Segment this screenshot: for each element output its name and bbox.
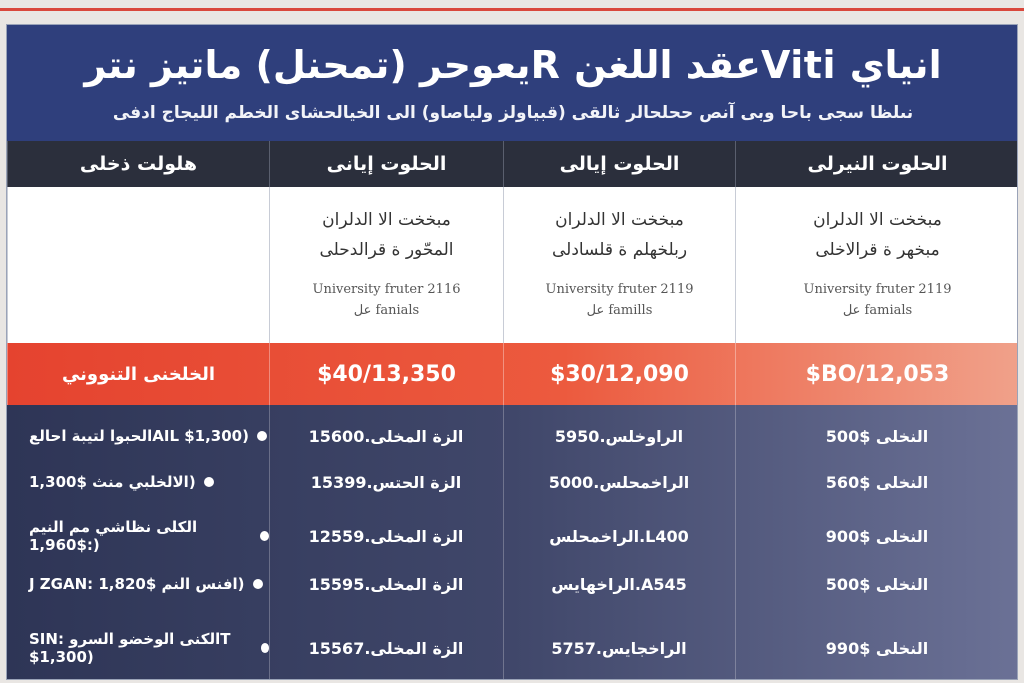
column-headers: الحلوت النيرلى الحلوت إيالى الحلوت إيانى… bbox=[7, 141, 1017, 187]
table-cell: 990$ النخلى bbox=[825, 638, 929, 658]
table-row: 900$ النخلى الراخمحلس.L400 الزة المخلى.1… bbox=[7, 513, 1017, 559]
table-cell: الزة الحتس.15399 bbox=[310, 472, 462, 492]
table-cell: الزة المخلى.15567 bbox=[308, 638, 464, 658]
description-cell-3: مبخخت الا الدلران المحّور ة قرالدحلى Uni… bbox=[269, 187, 503, 343]
table-cell: الراوخلس.5950 bbox=[554, 426, 684, 446]
description-row: مبخخت الا الدلران مبخهر ة قرالاخلى Unive… bbox=[7, 187, 1017, 343]
table-cell: الراخجايس.5757 bbox=[551, 638, 687, 658]
feature-text: الحبوا لتيبة احالعAIL $1,300) bbox=[29, 427, 249, 445]
price-2: $30/12,090 bbox=[503, 343, 735, 405]
description-line: المحّور ة قرالدحلى bbox=[319, 240, 454, 260]
table-row: 990$ النخلى الراخجايس.5757 الزة المخلى.1… bbox=[7, 625, 1017, 671]
price-3: $40/13,350 bbox=[269, 343, 503, 405]
bullet-icon bbox=[252, 579, 263, 589]
bullet-icon bbox=[259, 531, 269, 541]
column-header-2: الحلوت إيالى bbox=[503, 141, 735, 187]
bullet-icon bbox=[260, 643, 269, 653]
description-line: مبخهر ة قرالاخلى bbox=[815, 240, 940, 260]
table-cell: الراخمحلس.5000 bbox=[548, 472, 690, 492]
feature-text: J ZGAN: افنس النم $1,820) bbox=[29, 575, 245, 593]
description-en-line: عل famials bbox=[842, 303, 913, 318]
column-divider bbox=[503, 405, 504, 679]
column-header-3: الحلوت إيانى bbox=[269, 141, 503, 187]
feature-cell: الالخلبي منث $1,300) bbox=[7, 459, 269, 505]
feature-cell: الكلى نظاشي مم النيم :$1,960) bbox=[7, 513, 269, 559]
price-1: $BO/12,053 bbox=[735, 343, 1017, 405]
description-line: مبخخت الا الدلران bbox=[555, 210, 684, 230]
feature-text: SIN: الكنى الوخضو السروT $1,300) bbox=[29, 630, 231, 666]
bullet-icon bbox=[203, 477, 214, 487]
description-en-line: عل famills bbox=[586, 303, 653, 318]
column-header-1: الحلوت النيرلى bbox=[735, 141, 1017, 187]
top-rule bbox=[0, 8, 1024, 11]
description-en-line: University fruter 2119 bbox=[545, 282, 694, 297]
description-cell-2: مبخخت الا الدلران ربلخهلم ة قلسادلى Univ… bbox=[503, 187, 735, 343]
description-en-line: University fruter 2119 bbox=[803, 282, 952, 297]
data-area bbox=[7, 405, 1017, 679]
description-line: مبخخت الا الدلران bbox=[813, 210, 942, 230]
table-row: 560$ النخلى الراخمحلس.5000 الزة الحتس.15… bbox=[7, 459, 1017, 505]
description-en-line: عل fanials bbox=[353, 303, 420, 318]
column-divider bbox=[269, 405, 270, 679]
table-cell: الراخهايس.A545 bbox=[551, 574, 687, 594]
price-label: الخلخنى التنووني bbox=[7, 343, 269, 405]
description-en-line: University fruter 2116 bbox=[312, 282, 461, 297]
table-cell: الزة المخلى.15600 bbox=[308, 426, 464, 446]
table-cell: 500$ النخلى bbox=[825, 426, 929, 446]
feature-cell: الحبوا لتيبة احالعAIL $1,300) bbox=[7, 413, 269, 459]
bullet-icon bbox=[256, 431, 267, 441]
feature-text: الالخلبي منث $1,300) bbox=[29, 473, 196, 491]
page-subtitle: نىلظا سجى باحا وبى آنص ححلحالر ثالقى (قب… bbox=[112, 103, 914, 123]
table-cell: 560$ النخلى bbox=[825, 472, 929, 492]
table-cell: 500$ النخلى bbox=[825, 574, 929, 594]
pricing-sheet: يعوحر (تمحنل) ماتيز نترR عقد اللغنViti ا… bbox=[6, 24, 1018, 680]
description-cell-4 bbox=[7, 187, 269, 343]
table-row: 500$ النخلى الراخهايس.A545 الزة المخلى.1… bbox=[7, 561, 1017, 607]
table-row: 500$ النخلى الراوخلس.5950 الزة المخلى.15… bbox=[7, 413, 1017, 459]
column-header-4: هلولت ذخلى bbox=[7, 141, 269, 187]
table-cell: الراخمحلس.L400 bbox=[549, 526, 689, 546]
header-band: يعوحر (تمحنل) ماتيز نترR عقد اللغنViti ا… bbox=[7, 25, 1017, 141]
description-cell-1: مبخخت الا الدلران مبخهر ة قرالاخلى Unive… bbox=[735, 187, 1017, 343]
feature-cell: SIN: الكنى الوخضو السروT $1,300) bbox=[7, 625, 269, 671]
column-divider bbox=[735, 405, 736, 679]
page-title: يعوحر (تمحنل) ماتيز نترR عقد اللغنViti ا… bbox=[84, 43, 942, 87]
feature-text: الكلى نظاشي مم النيم :$1,960) bbox=[29, 518, 198, 554]
table-cell: الزة المخلى.15595 bbox=[308, 574, 464, 594]
feature-cell: J ZGAN: افنس النم $1,820) bbox=[7, 561, 269, 607]
price-row: $BO/12,053 $30/12,090 $40/13,350 الخلخنى… bbox=[7, 343, 1017, 405]
table-cell: الزة المخلى.12559 bbox=[308, 526, 464, 546]
description-line: ربلخهلم ة قلسادلى bbox=[551, 240, 688, 260]
table-cell: 900$ النخلى bbox=[825, 526, 929, 546]
description-line: مبخخت الا الدلران bbox=[322, 210, 451, 230]
